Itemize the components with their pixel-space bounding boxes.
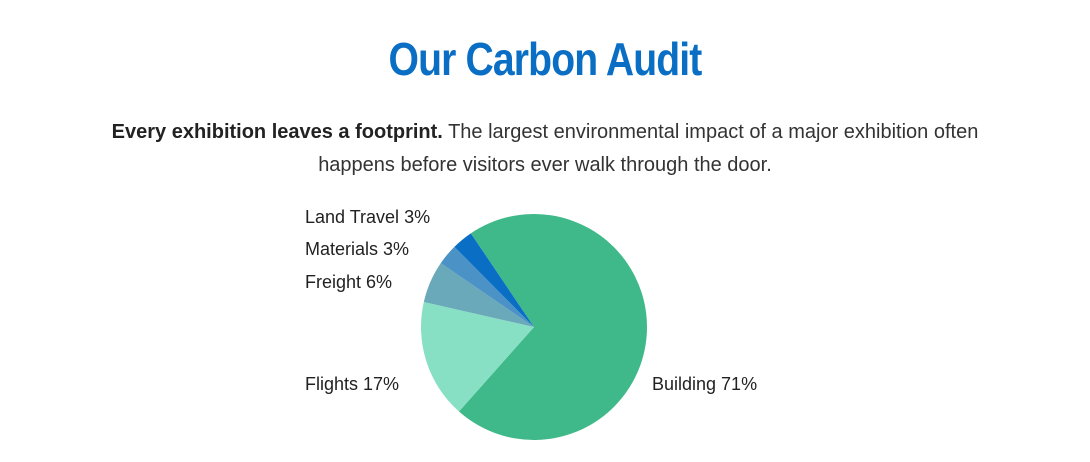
slice-category: Building: [652, 374, 716, 394]
pie-slice: [421, 301, 534, 412]
slice-category: Materials: [305, 239, 378, 259]
pie-slice: [454, 233, 534, 327]
slice-category: Land Travel: [305, 207, 399, 227]
slice-value: 71%: [721, 374, 757, 394]
slice-value: 3%: [404, 207, 430, 227]
subtitle-text: The largest environmental impact of a ma…: [318, 121, 979, 176]
subtitle: Every exhibition leaves a footprint. The…: [95, 116, 995, 182]
slice-label: Materials 3%: [305, 239, 409, 259]
slice-label: Freight 6%: [305, 272, 392, 292]
pie-slice: [458, 213, 648, 440]
pie-slice: [423, 263, 534, 327]
slice-value: 3%: [383, 239, 409, 259]
slice-value: 6%: [366, 272, 392, 292]
slice-value: 17%: [363, 374, 399, 394]
slice-label: Land Travel 3%: [305, 207, 430, 227]
slice-category: Flights: [305, 374, 358, 394]
slice-label: Flights 17%: [305, 374, 399, 394]
pie-slice: [440, 246, 534, 327]
slice-label: Building 71%: [652, 374, 757, 394]
subtitle-lead: Every exhibition leaves a footprint.: [111, 121, 443, 143]
chart-title: Our Carbon Audit: [388, 33, 703, 85]
slice-category: Freight: [305, 272, 361, 292]
